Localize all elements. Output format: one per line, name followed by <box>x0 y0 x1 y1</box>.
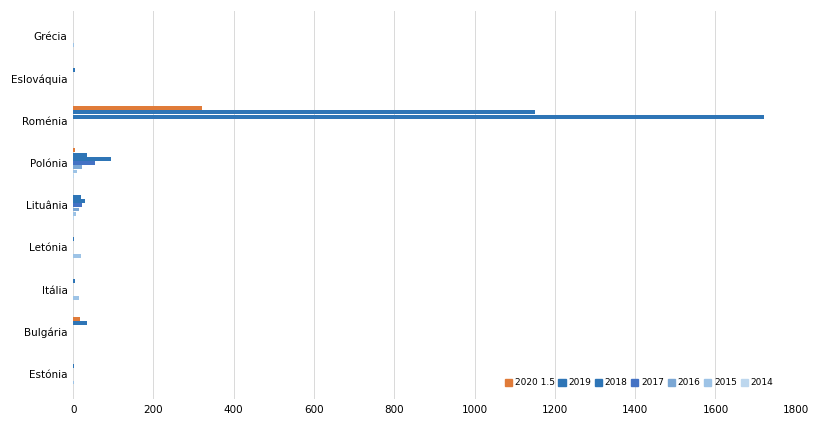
Bar <box>73 279 75 283</box>
Bar <box>73 148 75 153</box>
Bar <box>73 254 81 258</box>
Bar <box>73 237 75 241</box>
Bar <box>73 195 81 199</box>
Bar <box>73 364 75 368</box>
Bar <box>73 68 75 72</box>
Bar <box>73 161 95 165</box>
Bar <box>73 157 111 161</box>
Bar <box>73 203 82 207</box>
Bar <box>73 296 79 300</box>
Bar <box>73 165 82 169</box>
Bar <box>73 199 85 203</box>
Bar <box>73 153 87 156</box>
Bar <box>73 322 87 325</box>
Bar <box>73 317 80 321</box>
Bar <box>73 174 75 178</box>
Bar <box>73 207 79 211</box>
Bar <box>73 110 534 114</box>
Legend: 2020 1.5, 2019, 2018, 2017, 2016, 2015, 2014: 2020 1.5, 2019, 2018, 2017, 2016, 2015, … <box>500 375 776 391</box>
Bar <box>73 212 76 216</box>
Bar <box>73 106 201 110</box>
Bar <box>73 170 77 173</box>
Bar <box>73 115 762 118</box>
